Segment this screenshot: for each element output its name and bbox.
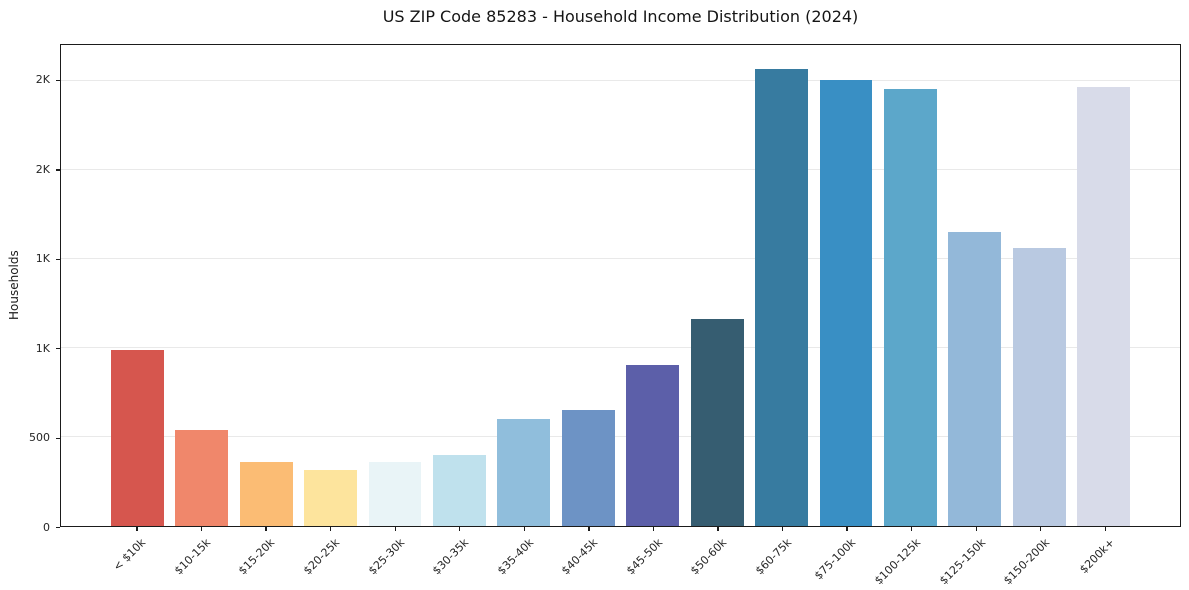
bars-row [61,45,1180,526]
y-tick-label: 500 [29,431,50,445]
bar-slot-$25-30k [363,45,427,526]
bar-$125-150k [948,232,1002,526]
bar-slot-$40-45k [556,45,620,526]
bar-slot-$15-20k [234,45,298,526]
gridline [61,346,1180,348]
y-axis-label: Households [7,250,21,321]
gridline [61,168,1180,170]
x-tick-mark [1040,527,1042,531]
bar-$35-40k [497,419,551,526]
x-tick-mark [975,527,977,531]
y-tick-mark [56,258,60,260]
bar-slot-$125-150k [943,45,1007,526]
y-tick-mark [56,79,60,82]
bar-$40-45k [561,410,615,526]
bar-$10-15k [175,429,229,526]
bar-$30-35k [432,454,486,526]
x-tick-mark [781,527,784,531]
x-tick-mark [523,527,525,531]
x-tick-mark [588,527,590,531]
bar-$25-30k [368,461,422,526]
bar-$100-125k [884,88,937,526]
y-tick-mark [56,348,60,350]
bar-$20-25k [304,469,357,526]
bar-slot-$100-125k [878,45,942,526]
bar-< $10k [110,349,164,526]
x-tick-mark [911,527,913,531]
gridline [61,79,1180,81]
y-tick-label: 2K [35,73,50,87]
y-tick-label: 1K [35,341,50,355]
bar-$60-75k [755,69,808,526]
x-tick-mark [846,527,848,531]
y-tick-mark [56,169,60,171]
bar-slot-$30-35k [427,45,491,526]
y-tick-mark [56,437,60,439]
x-tick-mark [652,527,655,531]
x-tick-mark [329,527,332,531]
x-tick-mark [717,527,719,531]
gridline [61,435,1180,437]
y-tick-label: 2K [35,162,50,176]
bar-slot-$200k+ [1072,45,1136,526]
bar-slot-$35-40k [492,45,556,526]
x-tick-mark [136,527,138,531]
x-tick-mark [1104,527,1107,531]
y-tick-label: 1K [35,252,50,266]
bar-slot-$20-25k [298,45,362,526]
bar-$75-100k [819,79,873,526]
y-tick-label: 0 [43,520,50,534]
bar-$200k+ [1077,86,1131,526]
chart-title: US ZIP Code 85283 - Household Income Dis… [382,7,859,26]
bar-slot-$10-15k [169,45,233,526]
x-tick-mark [394,527,396,531]
bar-slot-$60-75k [749,45,813,526]
x-tick-mark [200,527,203,531]
bar-$150-200k [1012,248,1066,526]
bar-slot-$50-60k [685,45,749,526]
y-tick-mark [56,527,60,529]
x-tick-mark [459,527,461,531]
gridline [61,257,1180,259]
bar-slot-$45-50k [621,45,685,526]
x-tick-label-< $10k: < $10k [110,536,149,574]
bar-slot-< $10k [105,45,169,526]
bar-slot-$150-200k [1007,45,1071,526]
bar-$50-60k [690,319,744,526]
plot-area [60,44,1181,527]
x-tick-mark [265,527,267,531]
bar-slot-$75-100k [814,45,878,526]
bar-$45-50k [626,364,680,526]
bar-$15-20k [239,461,293,526]
